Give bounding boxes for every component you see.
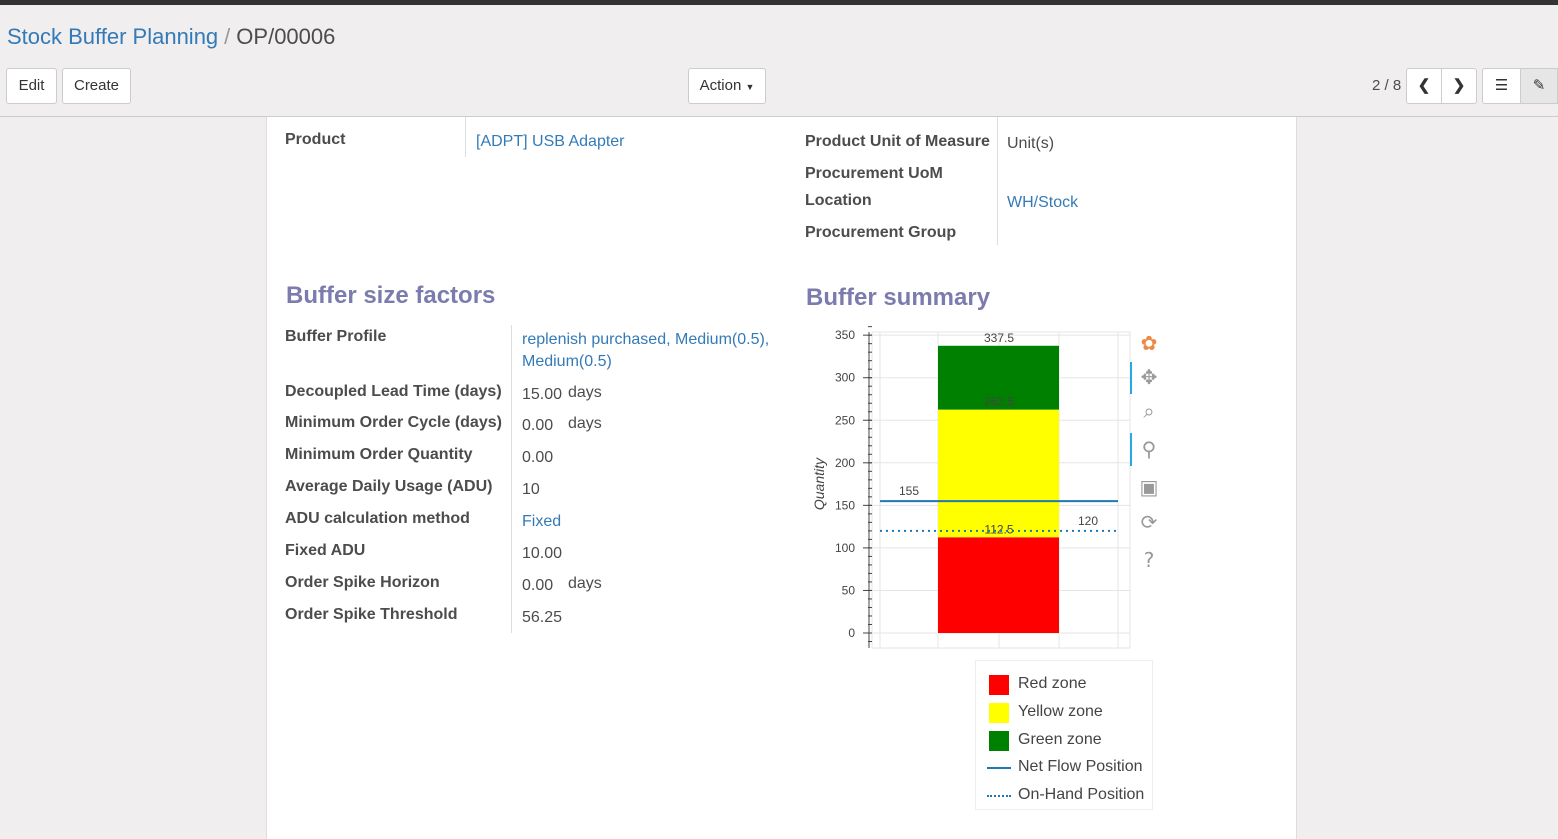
- y-tick-label: 300: [835, 371, 855, 385]
- help-icon[interactable]: ?: [1144, 548, 1155, 572]
- field-label: Minimum Order Cycle (days): [285, 414, 502, 431]
- breadcrumb: Stock Buffer Planning / OP/00006: [7, 24, 336, 49]
- field-value: 56.25: [522, 609, 563, 626]
- procurement-group-label: Procurement Group: [805, 224, 957, 241]
- list-icon: ☰: [1494, 77, 1509, 94]
- pager-value: 2 / 8: [1372, 77, 1402, 94]
- field-label: ADU calculation method: [285, 510, 470, 527]
- field-value: 15.00: [522, 386, 563, 403]
- line-label: 120: [1078, 514, 1098, 528]
- wheel-zoom-icon[interactable]: ⚲: [1142, 437, 1157, 461]
- legend-yellow: Yellow zone: [1018, 703, 1103, 720]
- uom-label: Product Unit of Measure: [805, 133, 990, 150]
- y-tick-label: 50: [842, 583, 856, 597]
- top-bar: [0, 0, 1558, 5]
- uom-value: Unit(s): [1007, 135, 1055, 152]
- field-label: Minimum Order Quantity: [285, 446, 473, 463]
- control-panel: Stock Buffer Planning / OP/00006 Edit Crea…: [0, 5, 1558, 117]
- product-label: Product: [285, 131, 346, 148]
- product-link[interactable]: [ADPT] USB Adapter: [476, 133, 625, 150]
- next-record-button[interactable]: ❯: [1441, 68, 1477, 104]
- buffer-chart: 0 50 100 150 200 250 300 350 Quantity 112.5 262.5 3…: [811, 326, 1159, 649]
- y-tick-label: 0: [848, 626, 855, 640]
- field-value[interactable]: Fixed: [522, 513, 562, 530]
- action-label: Action: [699, 77, 742, 94]
- legend-swatch-green: [989, 731, 1009, 751]
- field-label: Fixed ADU: [285, 542, 366, 559]
- breadcrumb-parent[interactable]: Stock Buffer Planning: [7, 24, 219, 49]
- bar-label: 262.5: [984, 395, 1014, 409]
- y-tick-label: 250: [835, 413, 855, 427]
- field-label: Average Daily Usage (ADU): [285, 478, 493, 495]
- reset-icon[interactable]: ⟳: [1141, 510, 1158, 534]
- field-label: Order Spike Horizon: [285, 574, 440, 591]
- bar-yellow-zone: [938, 409, 1059, 538]
- edit-form-icon: ✎: [1532, 77, 1546, 94]
- buffer-size-title: Buffer size factors: [286, 282, 496, 309]
- divider: [511, 325, 512, 633]
- legend-onhand: On-Hand Position: [1018, 786, 1145, 803]
- y-tick-label: 350: [835, 328, 855, 342]
- legend-swatch-yellow: [989, 703, 1009, 723]
- bar-label: 112.5: [984, 522, 1013, 536]
- location-link[interactable]: WH/Stock: [1007, 194, 1079, 211]
- legend-netflow: Net Flow Position: [1018, 758, 1143, 775]
- legend-green: Green zone: [1018, 731, 1102, 748]
- bar-label: 337.5: [984, 331, 1014, 345]
- field-value: 10.00: [522, 545, 563, 562]
- chart-legend: Red zone Yellow zone Green zone Net Flow…: [975, 660, 1153, 810]
- field-value: 0.00: [522, 449, 554, 466]
- bar-red-zone: [938, 537, 1059, 633]
- field-value: 0.00: [522, 577, 554, 594]
- previous-record-button[interactable]: ❮: [1406, 68, 1442, 104]
- bokeh-logo-icon[interactable]: ✿: [1141, 331, 1158, 355]
- caret-down-icon: ▼: [745, 82, 755, 92]
- field-value[interactable]: replenish purchased, Medium(0.5),: [522, 331, 770, 348]
- y-tick-label: 200: [835, 456, 855, 470]
- field-label: Decoupled Lead Time (days): [285, 383, 502, 400]
- legend-swatch-red: [989, 675, 1009, 695]
- box-zoom-icon[interactable]: ⌕: [1143, 399, 1154, 423]
- y-axis-label: Quantity: [811, 457, 827, 510]
- field-value: 0.00: [522, 417, 554, 434]
- breadcrumb-current: OP/00006: [236, 24, 336, 49]
- field-unit: days: [568, 384, 602, 401]
- field-unit: days: [568, 575, 602, 592]
- field-label: Order Spike Threshold: [285, 606, 458, 623]
- buffer-summary-title: Buffer summary: [806, 284, 991, 311]
- procurement-uom-label: Procurement UoM: [805, 165, 943, 182]
- location-label: Location: [805, 192, 872, 209]
- pan-icon[interactable]: ✥: [1141, 365, 1158, 389]
- field-value-cont[interactable]: Medium(0.5): [522, 353, 612, 370]
- chevron-left-icon: ❮: [1417, 77, 1431, 94]
- field-value: 10: [522, 481, 540, 498]
- field-label: Buffer Profile: [285, 328, 387, 345]
- field-unit: days: [568, 415, 602, 432]
- bar-green-zone: [938, 345, 1059, 410]
- line-label: 155: [899, 484, 919, 498]
- list-view-button[interactable]: ☰: [1482, 68, 1521, 104]
- create-button[interactable]: Create: [62, 68, 131, 104]
- legend-swatch-onhand: [987, 795, 1011, 797]
- y-tick-label: 150: [835, 498, 855, 512]
- save-icon[interactable]: ▣: [1140, 475, 1159, 499]
- y-tick-label: 100: [835, 541, 855, 555]
- action-dropdown[interactable]: Action ▼: [688, 68, 766, 104]
- edit-button[interactable]: Edit: [6, 68, 57, 104]
- legend-swatch-netflow: [987, 767, 1011, 769]
- divider: [465, 117, 466, 157]
- legend-red: Red zone: [1018, 675, 1087, 692]
- form-view-button[interactable]: ✎: [1520, 68, 1558, 104]
- chevron-right-icon: ❯: [1452, 77, 1466, 94]
- divider: [997, 117, 998, 245]
